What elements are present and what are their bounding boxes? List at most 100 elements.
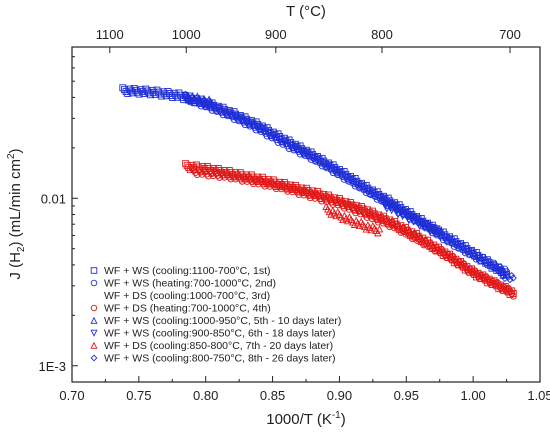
data-point (224, 112, 232, 120)
data-point (352, 209, 360, 217)
data-point (314, 193, 322, 201)
data-point (484, 261, 491, 269)
data-point (477, 257, 485, 265)
data-point (461, 249, 469, 257)
series-7 (322, 202, 384, 237)
data-point (334, 171, 342, 179)
data-point (256, 176, 264, 184)
top-tick-label: 900 (265, 27, 287, 42)
data-point (345, 177, 353, 185)
data-point (268, 134, 276, 142)
data-point (284, 187, 292, 195)
legend-item: WF + WS (heating:700-1000°C, 2nd) (90, 278, 276, 290)
data-point (402, 230, 410, 238)
legend-marker (90, 354, 98, 362)
data-point (298, 189, 306, 197)
data-point (356, 184, 364, 192)
top-tick-label: 700 (499, 27, 521, 42)
data-point (290, 146, 298, 154)
data-point (318, 162, 326, 170)
data-point (213, 107, 221, 115)
y-axis-title: J (H2) (mL/min cm2) (6, 148, 27, 279)
data-point (492, 282, 500, 290)
data-point (235, 117, 243, 125)
data-point (503, 288, 511, 296)
data-point (487, 281, 495, 288)
data-point (230, 115, 238, 123)
data-point (246, 175, 254, 183)
data-point (307, 156, 315, 163)
data-point (301, 187, 309, 195)
legend-label: WF + DS (heating:700-1000°C, 4th) (104, 303, 271, 315)
data-point (499, 271, 507, 280)
data-point (263, 178, 270, 186)
x-tick-label: 0.80 (193, 388, 218, 403)
data-point (318, 197, 326, 205)
data-point (308, 190, 316, 198)
data-point (208, 99, 217, 108)
data-point (436, 249, 444, 257)
data-point (287, 186, 295, 193)
data-point (488, 263, 496, 271)
data-point (480, 276, 488, 284)
data-point (303, 189, 311, 197)
data-point (251, 176, 259, 184)
y-tick-label: 1E-3 (39, 359, 66, 374)
data-point (340, 204, 348, 212)
data-point (375, 224, 384, 233)
data-point (374, 228, 382, 237)
data-point (472, 255, 480, 263)
x-tick-label: 1.05 (527, 388, 550, 403)
data-point (455, 244, 463, 252)
data-point (507, 272, 516, 280)
x-tick-label: 0.70 (59, 388, 84, 403)
data-point (313, 190, 321, 198)
data-point (329, 169, 337, 177)
data-point (296, 150, 304, 158)
data-point (498, 286, 506, 294)
data-point (258, 178, 266, 186)
x-axis-title: 1000/T (K-1) (266, 410, 346, 428)
series-6 (378, 197, 444, 238)
legend-label: WF + DS (cooling:1000-700°C, 3rd) (104, 290, 270, 302)
legend-marker (90, 279, 98, 287)
data-point (269, 180, 277, 188)
data-point (285, 145, 293, 153)
data-point (235, 173, 243, 181)
data-point (326, 196, 334, 204)
data-point (509, 292, 517, 300)
x-tick-label: 0.85 (260, 388, 285, 403)
data-point (469, 270, 477, 278)
data-point (379, 219, 387, 227)
legend-label: WF + WS (cooling:900-850°C, 6th - 18 day… (104, 328, 336, 340)
series-5 (181, 90, 217, 108)
data-point (279, 140, 287, 148)
data-point (274, 181, 282, 188)
data-point (431, 247, 439, 255)
data-point (497, 269, 506, 277)
data-point (368, 215, 376, 222)
y-tick-label: 0.01 (41, 191, 66, 206)
data-point (282, 185, 290, 193)
data-point (233, 171, 241, 179)
data-point (476, 275, 484, 283)
data-point (306, 194, 314, 202)
data-point (324, 194, 332, 202)
data-point (319, 193, 327, 201)
data-point (274, 138, 282, 146)
data-point (292, 186, 300, 194)
legend-item: WF + WS (cooling:1000-950°C, 5th - 10 da… (90, 315, 341, 327)
legend-item: WF + DS (heating:700-1000°C, 4th) (90, 303, 271, 315)
x-tick-label: 1.00 (460, 388, 485, 403)
data-point (323, 164, 331, 172)
data-point (391, 224, 398, 232)
data-point (229, 171, 236, 179)
data-point (367, 191, 375, 199)
legend-marker (90, 267, 98, 274)
data-point (466, 251, 474, 259)
legend-marker (90, 316, 98, 324)
data-point (435, 230, 444, 238)
legend-label: WF + WS (heating:700-1000°C, 2nd) (104, 278, 276, 290)
data-point (374, 218, 382, 226)
